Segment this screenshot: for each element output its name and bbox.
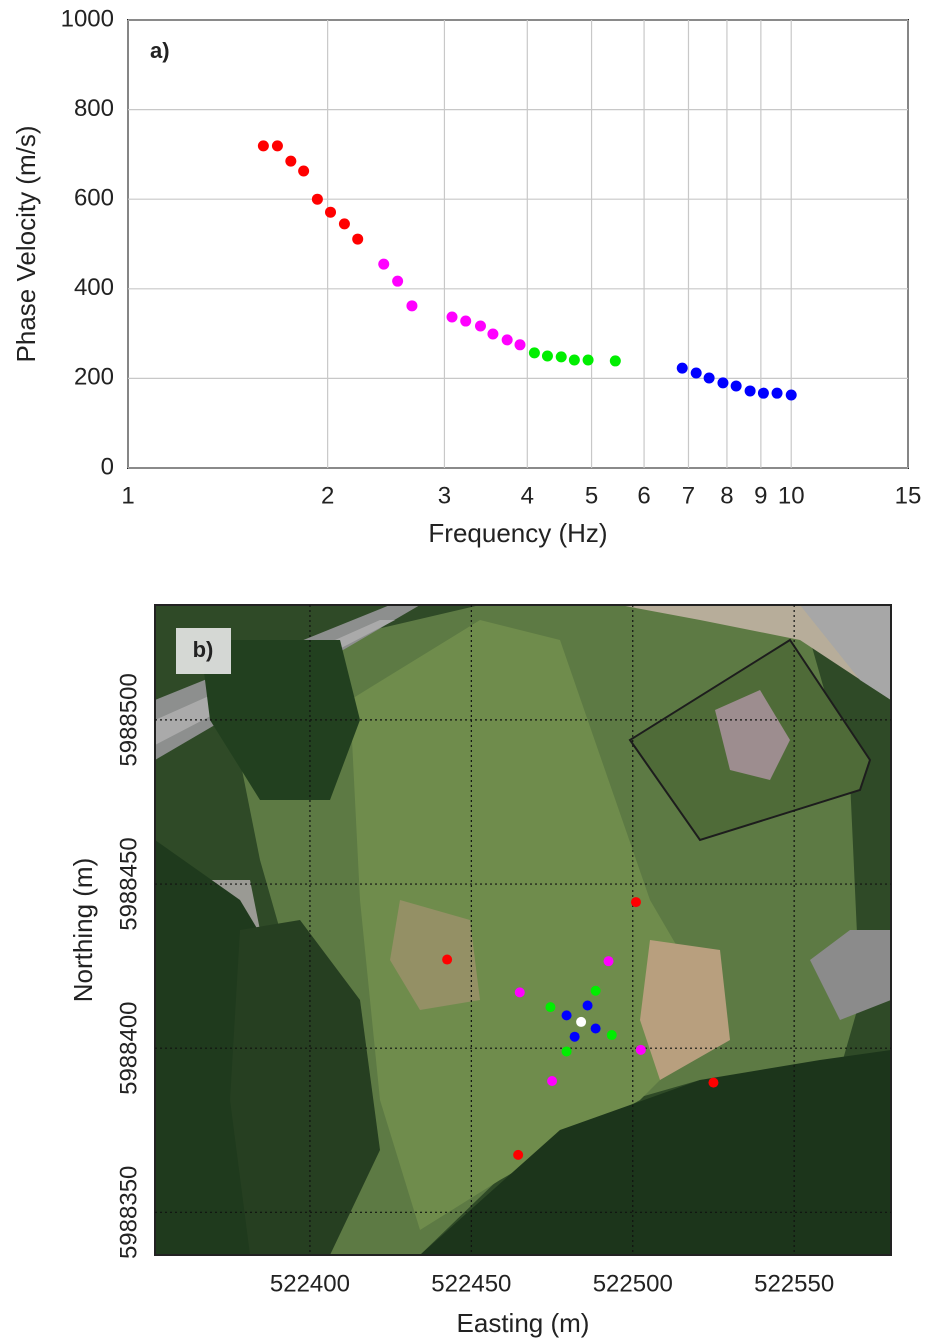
y-tick-label: 5988450 (115, 837, 142, 930)
data-point (406, 300, 418, 312)
data-point (311, 193, 323, 205)
data-point (771, 387, 783, 399)
data-point (757, 387, 769, 399)
x-tick-label: 2 (321, 482, 334, 509)
map-frame (154, 604, 892, 1256)
data-point (547, 1076, 558, 1087)
data-point (590, 985, 601, 996)
data-point (676, 362, 688, 374)
y-tick-label: 600 (74, 185, 114, 212)
data-point (744, 385, 756, 397)
data-point (630, 897, 641, 908)
x-tick-label: 522550 (754, 1270, 834, 1297)
data-point (257, 140, 269, 152)
x-tick-label: 3 (438, 482, 451, 509)
x-tick-label: 1 (121, 482, 134, 509)
data-point (582, 1000, 593, 1011)
panel-label: b) (193, 637, 214, 662)
data-point (582, 354, 594, 366)
data-point (603, 956, 614, 967)
data-point (442, 954, 453, 965)
data-point (514, 339, 526, 351)
data-point (703, 372, 715, 384)
data-point (298, 165, 310, 177)
data-point (785, 389, 797, 401)
data-point (576, 1016, 587, 1027)
y-tick-label: 800 (74, 95, 114, 122)
data-point (635, 1044, 646, 1055)
y-axis-label: Northing (m) (68, 858, 98, 1002)
data-point (561, 1046, 572, 1057)
data-point (352, 233, 364, 245)
data-point (378, 258, 390, 270)
x-tick-label: 9 (754, 482, 767, 509)
data-point (569, 1031, 580, 1042)
x-tick-label: 6 (637, 482, 650, 509)
data-point (487, 328, 499, 340)
data-point (708, 1077, 719, 1088)
data-point (717, 377, 729, 389)
y-axis-label: Phase Velocity (m/s) (11, 126, 41, 363)
data-point (541, 350, 553, 362)
y-tick-label: 5988500 (115, 673, 142, 766)
data-point (609, 355, 621, 367)
data-point (460, 315, 472, 327)
y-tick-label: 1000 (61, 5, 114, 32)
data-point (690, 367, 702, 379)
aerial-image (155, 605, 891, 1255)
x-axis-label: Easting (m) (457, 1308, 590, 1338)
data-point (568, 354, 580, 366)
x-tick-label: 5 (585, 482, 598, 509)
y-tick-label: 5988400 (115, 1001, 142, 1094)
x-tick-label: 522450 (431, 1270, 511, 1297)
x-axis-label: Frequency (Hz) (428, 518, 607, 548)
data-point (271, 140, 283, 152)
data-point (561, 1010, 572, 1021)
data-point (590, 1023, 601, 1034)
data-point (513, 1149, 524, 1160)
y-tick-label: 5988350 (115, 1166, 142, 1259)
data-point (730, 380, 742, 392)
data-point (285, 155, 297, 167)
data-point (446, 311, 458, 323)
data-point (514, 987, 525, 998)
x-tick-label: 7 (682, 482, 695, 509)
y-tick-label: 0 (101, 453, 114, 480)
data-point (325, 206, 337, 218)
x-tick-label: 10 (778, 482, 805, 509)
data-point (528, 347, 540, 359)
data-point (474, 320, 486, 332)
data-point (555, 351, 567, 363)
panel-label: a) (150, 38, 170, 63)
data-point (338, 218, 350, 230)
data-point (606, 1030, 617, 1041)
data-point (392, 275, 404, 287)
x-tick-label: 15 (895, 482, 922, 509)
label-box (176, 628, 231, 674)
x-tick-label: 8 (720, 482, 733, 509)
data-point (501, 334, 513, 346)
x-tick-label: 522400 (270, 1270, 350, 1297)
x-tick-label: 4 (521, 482, 534, 509)
y-tick-label: 400 (74, 274, 114, 301)
y-tick-label: 200 (74, 364, 114, 391)
data-point (545, 1002, 556, 1013)
x-tick-label: 522500 (593, 1270, 673, 1297)
